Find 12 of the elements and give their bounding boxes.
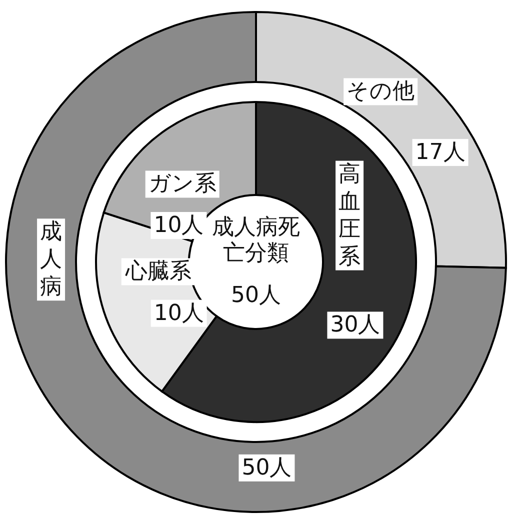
text: 50人	[231, 283, 281, 308]
text: 成人病死亡分類	[212, 215, 300, 266]
slice-label: ガン系	[148, 172, 216, 197]
data-label: 30人	[330, 312, 380, 338]
slice-label: 高血圧系	[338, 162, 361, 270]
data-label: 50人	[242, 455, 292, 480]
slice-label: 心臓系	[124, 259, 192, 284]
data-label: 17人	[415, 140, 466, 165]
data-label: 10人	[154, 300, 204, 326]
slice-label: 成人病	[40, 220, 62, 300]
slice-label: その他	[346, 79, 415, 104]
data-label: 10人	[154, 213, 204, 238]
